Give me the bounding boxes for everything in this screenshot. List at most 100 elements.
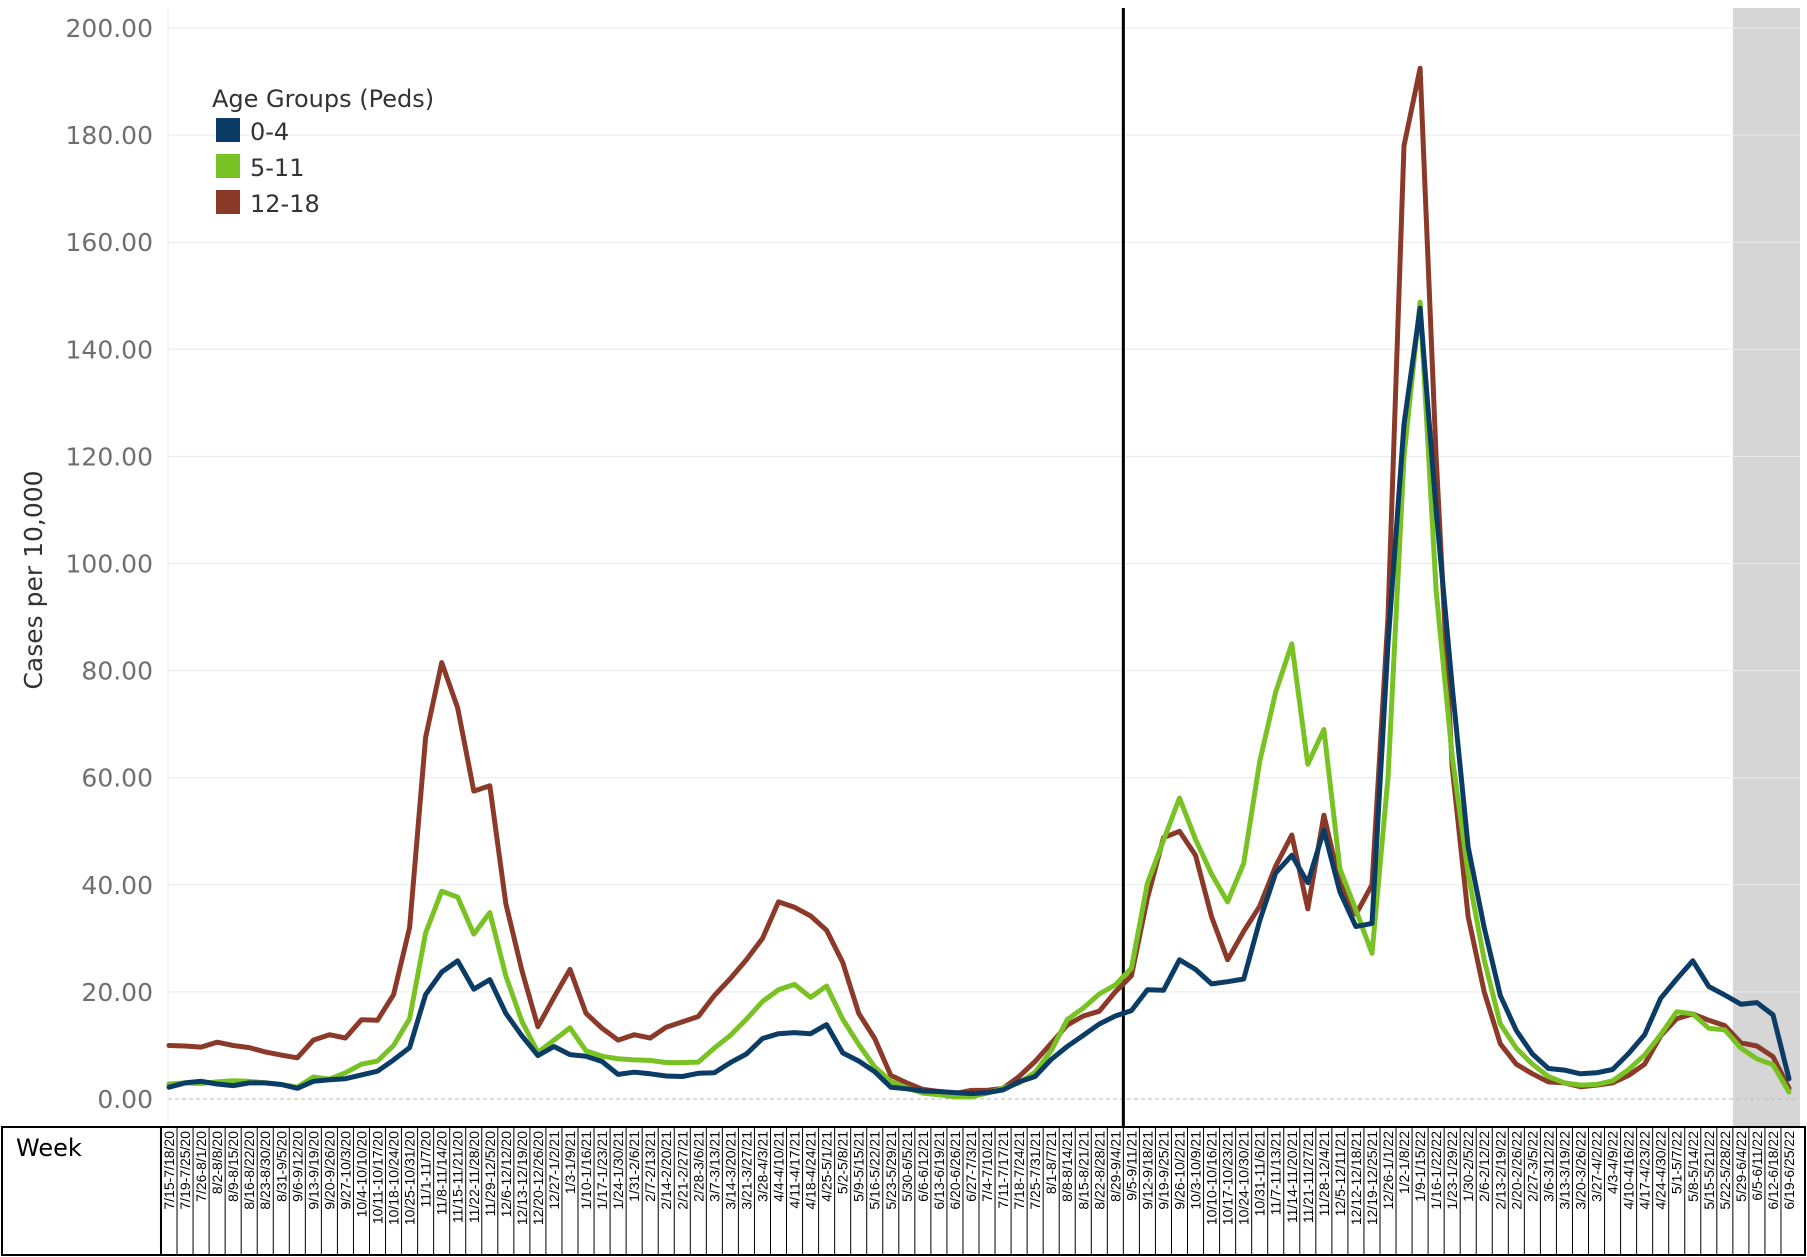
x-tick-label: 9/13-9/19/20 [305,1131,321,1210]
x-tick-label: 11/29-12/5/20 [482,1131,498,1217]
y-tick-label: 60.00 [81,764,153,793]
x-tick-label: 6/27-7/3/21 [963,1131,979,1202]
x-axis-frame [1,1126,1806,1256]
legend-label-0-4: 0-4 [250,118,289,146]
x-tick-label: 7/25-7/31/21 [1027,1131,1043,1210]
x-tick-label: 10/17-10/23/21 [1220,1131,1236,1225]
x-tick-label: 10/3-10/9/21 [1188,1131,1204,1210]
x-tick-label: 10/25-10/31/20 [402,1131,418,1225]
x-tick-label: 12/12-12/18/21 [1348,1131,1364,1225]
x-tick-label: 10/10-10/16/21 [1204,1131,1220,1225]
y-tick-label: 180.00 [66,121,153,150]
series-lines [166,65,1792,1100]
y-tick-label: 0.00 [97,1085,153,1114]
x-tick-label: 8/16-8/22/20 [241,1131,257,1210]
x-tick-label: 5/30-6/5/21 [899,1131,915,1202]
x-tick-label: 9/19-9/25/21 [1156,1131,1172,1210]
x-tick-label: 7/11-7/17/21 [995,1131,1011,1209]
legend-label-12-18: 12-18 [250,190,320,218]
x-tick-label: 1/2-1/8/22 [1396,1131,1412,1194]
y-tick-label: 100.00 [66,550,153,579]
x-tick-label: 1/23-1/29/22 [1444,1131,1460,1210]
series-line-5-11 [166,299,1792,1100]
x-tick-label: 9/26-10/2/21 [1172,1131,1188,1210]
x-tick-label: 8/23-8/30/20 [257,1131,273,1210]
x-tick-label: 11/15-11/21/20 [450,1131,466,1223]
x-tick-label: 7/4-7/10/21 [979,1131,995,1202]
x-tick-label: 6/19-6/25/22 [1781,1131,1797,1210]
x-tick-label: 2/14-2/20/21 [658,1131,674,1210]
y-tick-label: 80.00 [81,657,153,686]
x-tick-label: 8/15-8/21/21 [1075,1131,1091,1210]
x-tick-label: 4/24-4/30/22 [1653,1131,1669,1210]
x-tick-label: 10/18-10/24/20 [386,1131,402,1225]
x-tick-label: 1/17-1/23/21 [594,1131,610,1210]
x-tick-label: 1/10-1/16/21 [578,1131,594,1210]
x-tick-label: 12/19-12/25/21 [1364,1131,1380,1225]
x-tick-label: 12/5-12/11/21 [1332,1131,1348,1217]
x-tick-label: 3/7-3/13/21 [706,1131,722,1202]
legend-swatch-5-11 [216,154,240,178]
x-tick-label: 4/17-4/23/22 [1637,1131,1653,1210]
y-tick-label: 120.00 [66,442,153,471]
shaded-forecast-region [1732,8,1800,1126]
x-tick-label: 7/26-8/1/20 [193,1131,209,1202]
x-tick-label: 10/4-10/10/20 [354,1131,370,1218]
x-tick-label: 2/20-2/26/22 [1508,1131,1524,1210]
x-tick-label: 9/5-9/11/21 [1123,1131,1139,1201]
x-tick-label: 9/27-10/3/20 [337,1131,353,1210]
x-tick-label: 10/31-11/6/21 [1252,1131,1268,1217]
x-tick-label: 11/28-12/4/21 [1316,1131,1332,1217]
x-tick-label: 8/8-8/14/21 [1059,1131,1075,1202]
legend-swatch-0-4 [216,118,240,142]
x-tick-label: 10/11-10/17/20 [370,1131,386,1224]
x-tick-label: 3/27-4/2/22 [1589,1131,1605,1202]
x-tick-label: 4/11-4/17/21 [787,1131,803,1209]
x-tick-label: 1/24-1/30/21 [610,1131,626,1210]
x-tick-label: 3/13-3/19/22 [1556,1131,1572,1210]
x-tick-label: 8/9-8/15/20 [225,1131,241,1202]
x-tick-label: 12/20-12/26/20 [530,1131,546,1225]
x-tick-label: 12/26-1/1/22 [1380,1131,1396,1210]
x-tick-label: 7/19-7/25/20 [177,1131,193,1210]
x-tick-label: 5/22-5/28/22 [1717,1131,1733,1210]
x-tick-label: 2/27-3/5/22 [1524,1131,1540,1202]
x-tick-label: 2/13-2/19/22 [1492,1131,1508,1210]
x-tick-label: 9/12-9/18/21 [1139,1131,1155,1210]
x-tick-label: 7/18-7/24/21 [1011,1131,1027,1210]
x-tick-label: 6/12-6/18/22 [1765,1131,1781,1210]
gridlines [167,8,1800,1126]
x-tick-label: 1/3-1/9/21 [562,1131,578,1194]
x-tick-label: 4/3-4/9/22 [1605,1131,1621,1194]
x-tick-label: 6/5-6/11/22 [1749,1131,1765,1201]
x-tick-label: 8/22-8/28/21 [1091,1131,1107,1210]
shaded-region [1732,8,1800,1126]
x-tick-label: 3/20-3/26/22 [1573,1131,1589,1210]
x-tick-label: 1/30-2/5/22 [1460,1131,1476,1202]
x-tick-label: 1/16-1/22/22 [1428,1131,1444,1210]
x-tick-label: 10/24-10/30/21 [1236,1131,1252,1225]
x-tick-label: 11/22-11/28/20 [466,1131,482,1223]
x-tick-label: 5/15-5/21/22 [1701,1131,1717,1210]
y-tick-label: 200.00 [66,14,153,43]
x-tick-label: 11/7-11/13/21 [1268,1131,1284,1216]
x-tick-label: 4/4-4/10/21 [771,1131,787,1202]
y-tick-label: 160.00 [66,228,153,257]
x-tick-label: 5/23-5/29/21 [883,1131,899,1210]
legend-swatch-12-18 [216,190,240,214]
x-tick-label: 11/21-11/27/21 [1300,1131,1316,1223]
x-tick-label: 3/6-3/12/22 [1540,1131,1556,1202]
y-tick-label: 140.00 [66,335,153,364]
x-tick-label: 8/31-9/5/20 [273,1131,289,1202]
x-tick-label: 5/8-5/14/22 [1685,1131,1701,1202]
x-tick-label: 8/2-8/8/20 [209,1131,225,1194]
x-tick-label: 11/1-11/7/20 [418,1131,434,1208]
y-axis-label: Cases per 10,000 [19,470,48,689]
x-tick-label: 8/29-9/4/21 [1107,1131,1123,1202]
x-tick-label: 6/20-6/26/21 [947,1131,963,1210]
x-axis-label: Week [16,1134,82,1162]
x-axis-panel: 7/15-7/18/20 7/19-7/25/20 7/26-8/1/20 8/2-8… [1,1126,1806,1256]
y-axis-ticks: 0.00 20.00 40.00 60.00 80.00 100.00 120.00 140.… [66,14,153,1114]
x-tick-label: 3/21-3/27/21 [738,1131,754,1210]
